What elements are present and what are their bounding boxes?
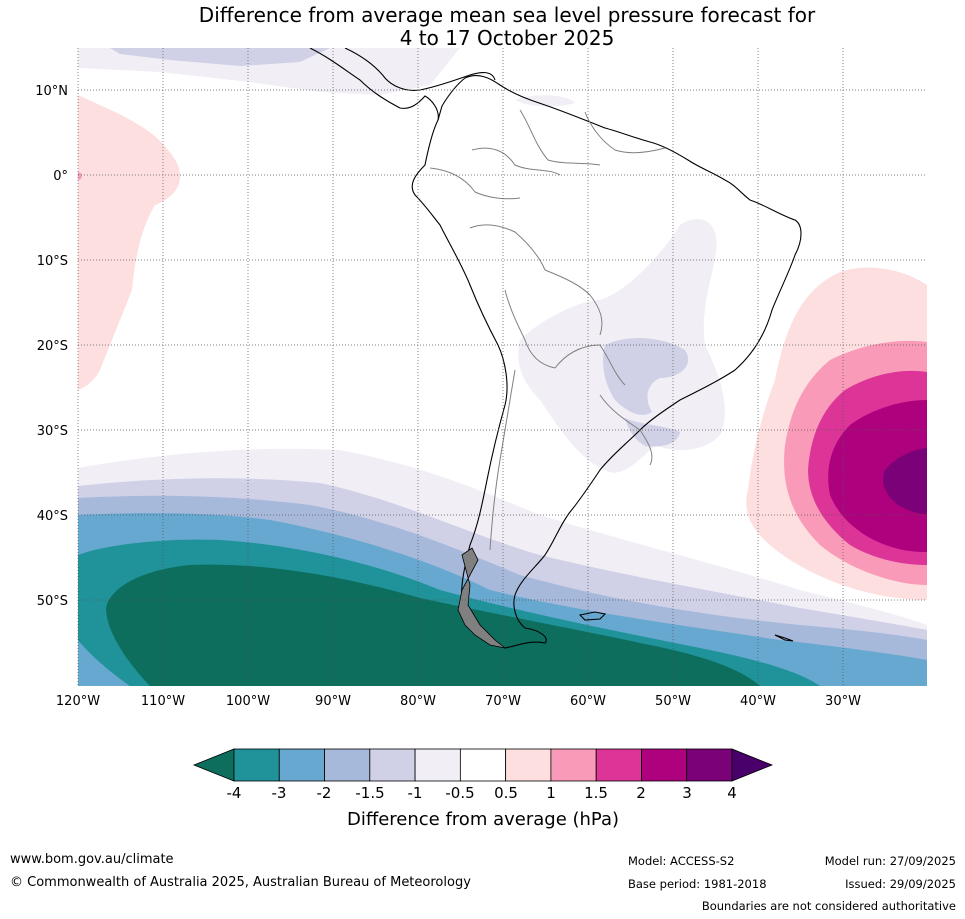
- longitude-labels: 120°W 110°W 100°W 90°W 80°W 70°W 60°W 50…: [56, 694, 861, 709]
- colorbar-swatch: [505, 748, 552, 782]
- colorbar-swatch: [278, 748, 325, 782]
- footer-url[interactable]: www.bom.gov.au/climate: [10, 852, 174, 867]
- colorbar-swatch: [550, 748, 597, 782]
- latitude-labels: 10°N 0° 10°S 20°S 30°S 40°S 50°S: [35, 84, 68, 609]
- lon-label: 40°W: [740, 694, 776, 709]
- colorbar-swatch: [233, 748, 280, 782]
- footer-copyright: © Commonwealth of Australia 2025, Austra…: [10, 875, 471, 890]
- colorbar-tick: -4: [227, 784, 242, 802]
- title-line-2: 4 to 17 October 2025: [399, 26, 615, 50]
- colorbar-swatch: [595, 748, 642, 782]
- footer-issued: Issued: 29/09/2025: [845, 877, 956, 891]
- anomaly-southwest-edge: [78, 640, 130, 686]
- colorbar-swatch: [324, 748, 371, 782]
- footer-model: Model: ACCESS-S2: [628, 854, 735, 868]
- lat-label: 40°S: [37, 509, 68, 524]
- colorbar-label: Difference from average (hPa): [347, 809, 619, 830]
- colorbar-tick: -3: [272, 784, 287, 802]
- colorbar-tick: 2: [636, 784, 646, 802]
- lon-label: 110°W: [141, 694, 185, 709]
- lon-label: 80°W: [400, 694, 436, 709]
- colorbar-swatch: [369, 748, 416, 782]
- falklands: [578, 611, 607, 621]
- colorbar-swatch: [414, 748, 461, 782]
- colorbar-tick: 1.5: [584, 784, 608, 802]
- lat-label: 20°S: [37, 339, 68, 354]
- central-america-coast: [309, 48, 439, 121]
- lon-label: 70°W: [485, 694, 521, 709]
- footer-model-run: Model run: 27/09/2025: [824, 854, 956, 868]
- anomaly-atlantic-plus2: [828, 400, 927, 552]
- colorbar-max-extend: [731, 748, 774, 782]
- graticule: [77, 48, 927, 686]
- footer-disclaimer: Boundaries are not considered authoritat…: [701, 899, 956, 913]
- anomaly-brazil-minus1: [603, 338, 689, 415]
- colorbar-min-extend: [192, 748, 235, 782]
- colorbar-swatch: [641, 748, 688, 782]
- colorbar-tick: -1: [408, 784, 423, 802]
- lat-label: 10°S: [37, 254, 68, 269]
- lon-label: 60°W: [570, 694, 606, 709]
- south-georgia: [774, 634, 794, 642]
- lat-label: 0°: [53, 169, 68, 184]
- colorbar-swatch: [459, 748, 507, 782]
- title-line-1: Difference from average mean sea level p…: [198, 3, 816, 27]
- anomaly-atlantic-plus3: [883, 448, 927, 514]
- colorbar-ticks: -4 -3 -2 -1.5 -1 -0.5 0.5 1 1.5 2 3 4: [227, 784, 737, 802]
- lon-label: 30°W: [825, 694, 861, 709]
- colorbar-swatches: [233, 748, 733, 782]
- colorbar-tick: 0.5: [494, 784, 518, 802]
- anomaly-caribbean: [515, 95, 575, 107]
- lat-label: 50°S: [37, 594, 68, 609]
- lon-label: 90°W: [315, 694, 351, 709]
- colorbar-swatch: [686, 748, 733, 782]
- pressure-anomaly-field: [78, 48, 927, 686]
- lon-label: 100°W: [226, 694, 270, 709]
- colorbar-tick: -1.5: [355, 784, 384, 802]
- lon-label: 120°W: [56, 694, 100, 709]
- lat-label: 10°N: [35, 84, 68, 99]
- colorbar-tick: 4: [727, 784, 737, 802]
- colorbar-tick: 1: [546, 784, 556, 802]
- colorbar: -4 -3 -2 -1.5 -1 -0.5 0.5 1 1.5 2 3 4 Di…: [192, 748, 774, 830]
- colorbar-tick: -2: [317, 784, 332, 802]
- colorbar-tick: -0.5: [445, 784, 474, 802]
- anomaly-south-minus4: [106, 564, 760, 686]
- anomaly-pacific-spot: [78, 172, 82, 180]
- lon-label: 50°W: [655, 694, 691, 709]
- colorbar-tick: 3: [682, 784, 692, 802]
- footer-base-period: Base period: 1981-2018: [628, 877, 767, 891]
- anomaly-uruguay-minus1: [625, 418, 680, 447]
- anomaly-north-minus15: [110, 48, 330, 66]
- anomaly-pacific-plus05: [78, 95, 181, 390]
- lat-label: 30°S: [37, 424, 68, 439]
- map-title: Difference from average mean sea level p…: [0, 4, 965, 50]
- chile-fjords: [457, 547, 506, 649]
